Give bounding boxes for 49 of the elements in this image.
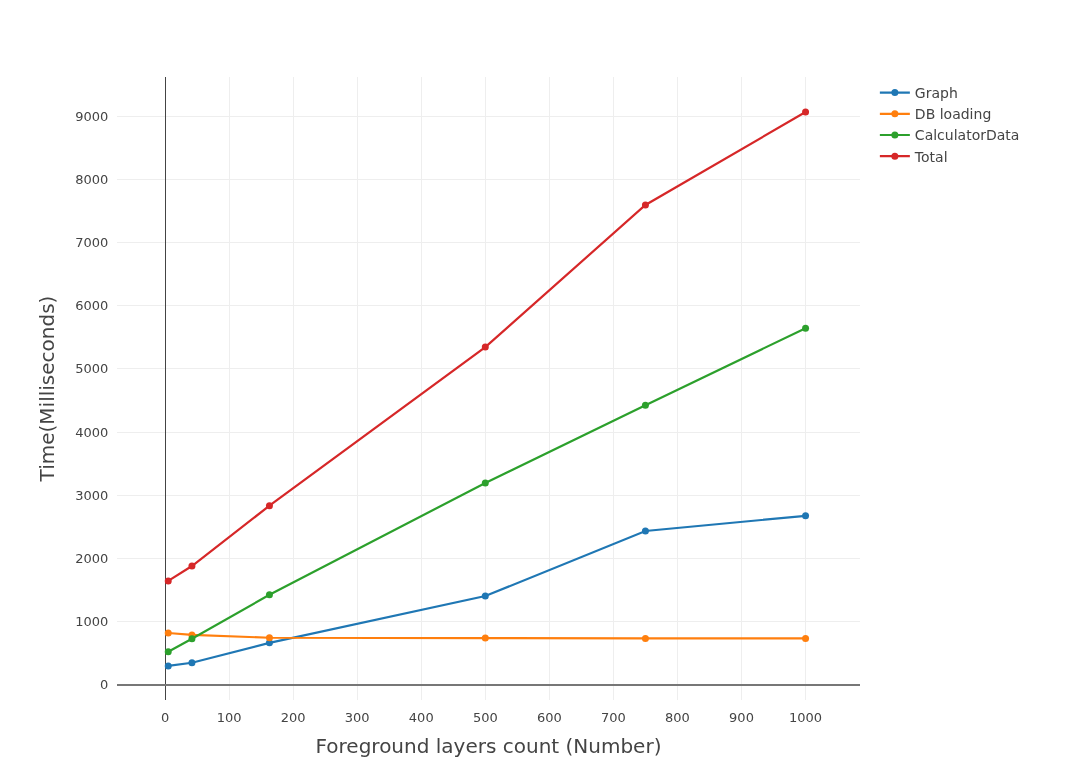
y-tick-label: 7000 [75,235,109,251]
legend-label: Graph [914,85,958,102]
point [641,201,649,209]
legend-label: CalculatorData [914,127,1020,144]
point [802,324,810,332]
x-tick-label: 600 [536,709,562,725]
point [641,527,649,535]
point [265,502,273,510]
point [481,634,489,642]
y-tick-label: 8000 [75,171,109,187]
x-axis-title: Foreground layers count (Number) [315,734,662,759]
point [641,634,649,642]
x-tick-label: 100 [216,709,242,725]
y-tick-label: 1000 [75,614,109,630]
point [481,592,489,600]
point [481,479,489,487]
x-tick-label: 0 [160,709,170,725]
point [481,343,489,351]
point [164,648,172,656]
y-tick-label: 2000 [75,551,109,567]
y-tick-label: 3000 [75,487,109,503]
point [265,591,273,599]
x-tick-label: 300 [344,709,370,725]
x-tick-label: 1000 [789,709,823,725]
point [802,512,810,520]
point [802,634,810,642]
y-tick-label: 0 [100,677,109,693]
y-axis-title: Time(Milliseconds) [34,295,59,483]
y-tick-label: 5000 [75,361,109,377]
x-tick-label: 700 [600,709,626,725]
x-tick-label: 400 [408,709,434,725]
y-tick-label: 9000 [75,108,109,124]
point [188,562,196,570]
legend-label: DB loading [914,106,992,123]
point [164,577,172,585]
x-tick-label: 200 [280,709,306,725]
x-tick-label: 900 [729,709,754,725]
y-tick-label: 4000 [75,424,109,440]
x-tick-label: 800 [665,709,690,725]
y-tick-label: 6000 [75,298,109,314]
point [164,629,172,637]
x-tick-label: 500 [472,709,498,725]
point [265,634,273,642]
legend-label: Total [913,148,948,165]
point [641,401,649,409]
point [188,659,196,667]
point [164,662,172,670]
point [188,635,196,643]
point [802,108,810,116]
